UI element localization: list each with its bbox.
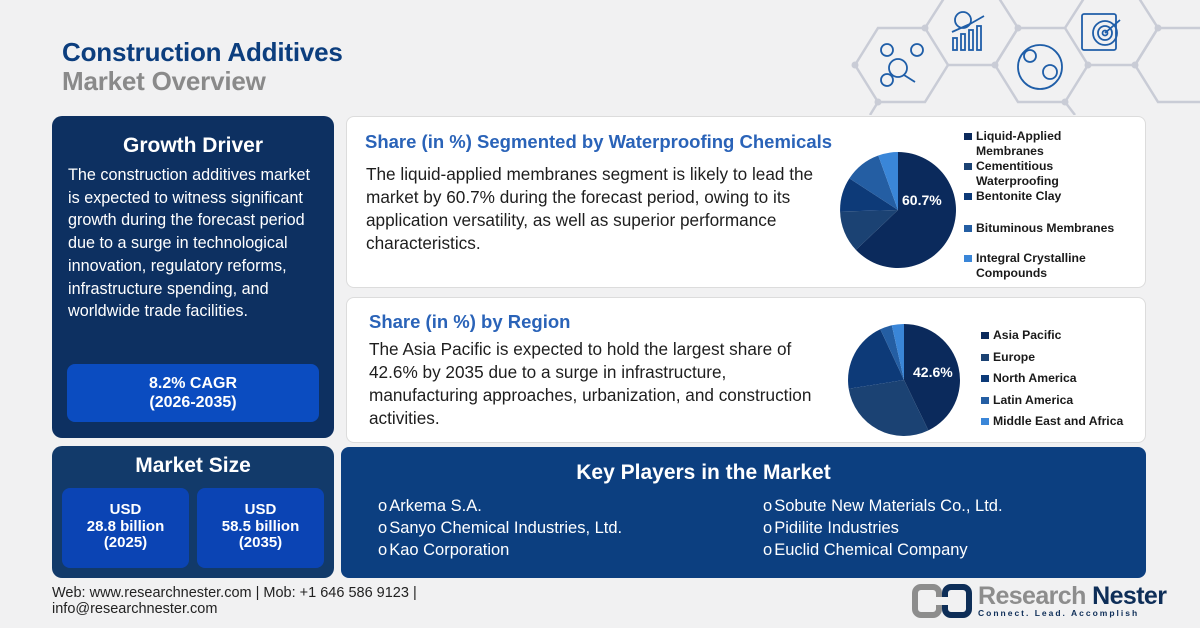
contact-email: info@researchnester.com (52, 601, 218, 617)
segment-pie-value: 60.7% (902, 192, 942, 208)
market-size-2025: USD 28.8 billion (2025) (62, 488, 189, 568)
legend-swatch (981, 353, 989, 361)
currency-label: USD (109, 501, 142, 518)
logo-word-nester: Nester (1092, 582, 1167, 610)
footer-contact: Web: www.researchnester.com | Mob: +1 64… (52, 585, 417, 617)
market-year: (2025) (103, 534, 148, 551)
global-market-icon (1017, 44, 1063, 90)
legend-swatch (981, 375, 989, 382)
target-clipboard-icon (1081, 13, 1121, 51)
network-analysis-icon (880, 43, 924, 87)
legend-item: Asia Pacific (981, 328, 1123, 350)
key-players-panel: Key Players in the Market Arkema S.A. Sa… (341, 447, 1146, 578)
legend-swatch (964, 133, 972, 140)
legend-item: Bituminous Membranes (964, 221, 1114, 251)
market-value: 58.5 billion (221, 517, 300, 535)
logo-word-research: Research (978, 582, 1086, 610)
legend-swatch (981, 396, 989, 404)
hexagon-decoration (851, 0, 1200, 115)
growth-chart-icon (951, 11, 985, 51)
player-item: Sobute New Materials Co., Ltd. (763, 495, 1002, 517)
logo-tagline: Connect. Lead. Accomplish (978, 608, 1140, 618)
region-legend: Asia Pacific Europe North America Latin … (981, 328, 1123, 429)
title-secondary: Market Overview (62, 66, 266, 96)
player-item: Pidilite Industries (763, 517, 1003, 539)
player-item: Arkema S.A. (378, 495, 622, 517)
market-size-2035: USD 58.5 billion (2035) (197, 488, 324, 568)
key-players-heading: Key Players in the Market (576, 461, 831, 484)
legend-swatch (964, 193, 972, 200)
legend-swatch (964, 225, 972, 232)
research-nester-logo: Research Nester Connect. Lead. Accomplis… (912, 582, 1167, 618)
legend-item: Bentonite Clay (964, 189, 1114, 221)
growth-driver-panel: Growth Driver The construction additives… (52, 116, 334, 438)
legend-item: Europe (981, 350, 1123, 372)
market-value: 28.8 billion (86, 517, 165, 535)
currency-label: USD (244, 501, 277, 518)
segment-heading: Share (in %) Segmented by Waterproofing … (365, 131, 833, 152)
region-heading: Share (in %) by Region (369, 311, 571, 332)
segment-text: The liquid-applied membranes segment is … (366, 164, 814, 253)
market-size-heading: Market Size (135, 454, 251, 477)
segment-pie-chart (840, 152, 956, 268)
legend-item: Cementitious Waterproofing (964, 159, 1114, 189)
title-primary: Construction Additives (62, 37, 343, 67)
legend-item: Integral Crystalline Compounds (964, 251, 1114, 281)
region-share-panel: Share (in %) by Region The Asia Pacific … (346, 297, 1146, 443)
region-pie-chart (848, 323, 960, 436)
market-size-panel: Market Size USD 28.8 billion (2025) USD … (52, 446, 334, 578)
page-title: Construction Additives Market Overview (62, 38, 343, 96)
region-text: The Asia Pacific is expected to hold the… (369, 339, 812, 428)
legend-swatch (981, 332, 989, 339)
legend-swatch (964, 163, 972, 170)
growth-driver-text: The construction additives market is exp… (68, 166, 311, 321)
legend-swatch (981, 418, 989, 425)
segment-legend: Liquid-Applied Membranes Cementitious Wa… (964, 129, 1114, 281)
key-players-list-left: Arkema S.A. Sanyo Chemical Industries, L… (378, 495, 622, 561)
market-year: (2035) (238, 534, 283, 551)
key-players-list-right: Sobute New Materials Co., Ltd. Pidilite … (763, 495, 1003, 561)
cagr-period: (2026-2035) (149, 394, 237, 411)
segment-share-panel: Share (in %) Segmented by Waterproofing … (346, 116, 1146, 288)
player-item: Sanyo Chemical Industries, Ltd. (378, 517, 622, 539)
region-pie-value: 42.6% (913, 364, 953, 380)
growth-driver-heading: Growth Driver (122, 134, 264, 157)
legend-item: Latin America (981, 393, 1123, 415)
player-item: Kao Corporation (378, 539, 622, 561)
logo-mark-icon (912, 584, 972, 618)
player-item: Euclid Chemical Company (763, 539, 1003, 561)
contact-line: Web: www.researchnester.com | Mob: +1 64… (52, 585, 417, 601)
legend-item: North America (981, 371, 1123, 393)
legend-item: Middle East and Africa (981, 414, 1123, 429)
legend-item: Liquid-Applied Membranes (964, 129, 1114, 159)
cagr-value: 8.2% CAGR (148, 375, 238, 392)
cagr-badge: 8.2% CAGR (2026-2035) (67, 364, 319, 422)
legend-swatch (964, 255, 972, 262)
